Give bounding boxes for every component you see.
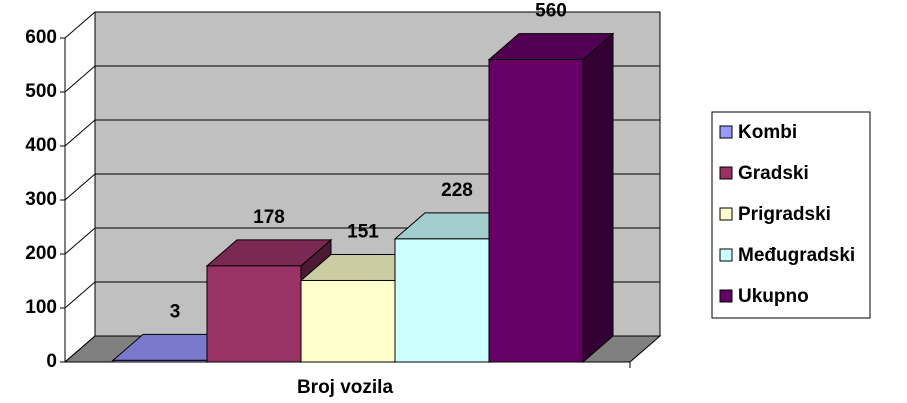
y-tick-label: 200 [25, 243, 57, 264]
grid-line [64, 65, 660, 93]
x-category-label: Broj vozila [297, 377, 394, 398]
bar [206, 265, 302, 363]
value-label: 228 [441, 180, 473, 201]
legend-label: Ukupno [738, 286, 809, 307]
y-tick-label: 0 [46, 351, 57, 372]
legend-label: Gradski [738, 163, 809, 184]
legend-label: Međugradski [738, 245, 855, 266]
grid-line [64, 119, 660, 147]
value-label: 178 [253, 207, 285, 228]
grid-line [64, 173, 660, 201]
y-tick-label: 300 [25, 189, 57, 210]
value-label: 560 [535, 1, 567, 22]
legend-label: Prigradski [738, 204, 831, 225]
legend-swatch [719, 248, 733, 262]
bar-side [582, 32, 614, 364]
bar [394, 238, 490, 363]
legend-swatch [719, 125, 733, 139]
y-tick-label: 500 [25, 81, 57, 102]
value-label: 3 [170, 301, 181, 322]
legend-swatch [719, 207, 733, 221]
legend-label: Kombi [738, 122, 797, 143]
bar [488, 59, 584, 363]
bar [112, 359, 208, 363]
legend-swatch [719, 289, 733, 303]
legend-swatch [719, 166, 733, 180]
y-tick-label: 400 [25, 135, 57, 156]
grid-line [64, 11, 660, 39]
y-tick-label: 600 [25, 27, 57, 48]
bar [300, 279, 396, 363]
y-tick-label: 100 [25, 297, 57, 318]
value-label: 151 [347, 221, 379, 242]
legend-box [711, 111, 871, 319]
